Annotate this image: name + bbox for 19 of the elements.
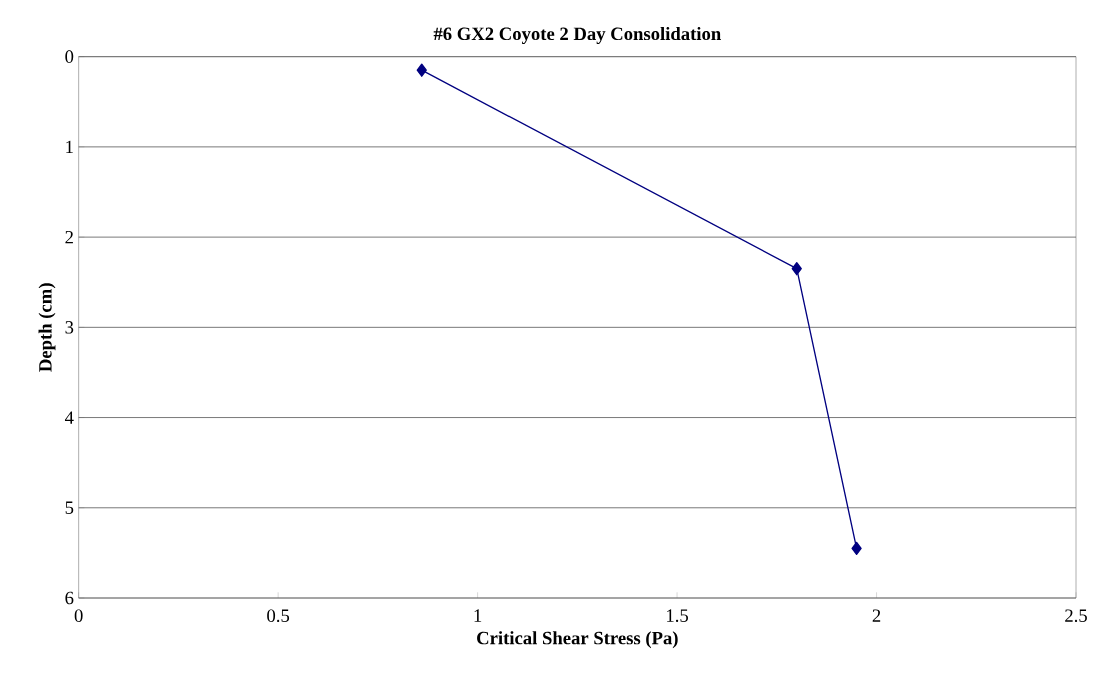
point bbox=[791, 262, 802, 276]
y-tick-label: 3 bbox=[65, 321, 74, 334]
y-tick-label: 5 bbox=[65, 501, 74, 514]
x-axis-title: Critical Shear Stress (Pa) bbox=[477, 631, 678, 649]
point bbox=[416, 63, 427, 77]
point bbox=[851, 541, 862, 556]
x-tick-label: 0 bbox=[74, 609, 83, 622]
y-tick-label: 2 bbox=[65, 230, 73, 244]
chart-title: #6 GX2 Coyote 2 Day Consolidation bbox=[433, 26, 721, 44]
x-tick-label: 2 bbox=[872, 609, 881, 622]
y-axis-title: Depth (cm) bbox=[38, 283, 56, 372]
x-tick-label: 0.5 bbox=[267, 609, 290, 623]
y-tick-label: 6 bbox=[65, 591, 74, 605]
y-tick-label: 1 bbox=[66, 140, 73, 154]
y-tick-label: 4 bbox=[64, 411, 74, 424]
x-tick-label: 1.5 bbox=[667, 609, 689, 622]
x-tick-label: 2.5 bbox=[1065, 609, 1087, 623]
y-tick-label: 0 bbox=[65, 50, 74, 63]
x-tick-label: 1 bbox=[474, 609, 482, 622]
